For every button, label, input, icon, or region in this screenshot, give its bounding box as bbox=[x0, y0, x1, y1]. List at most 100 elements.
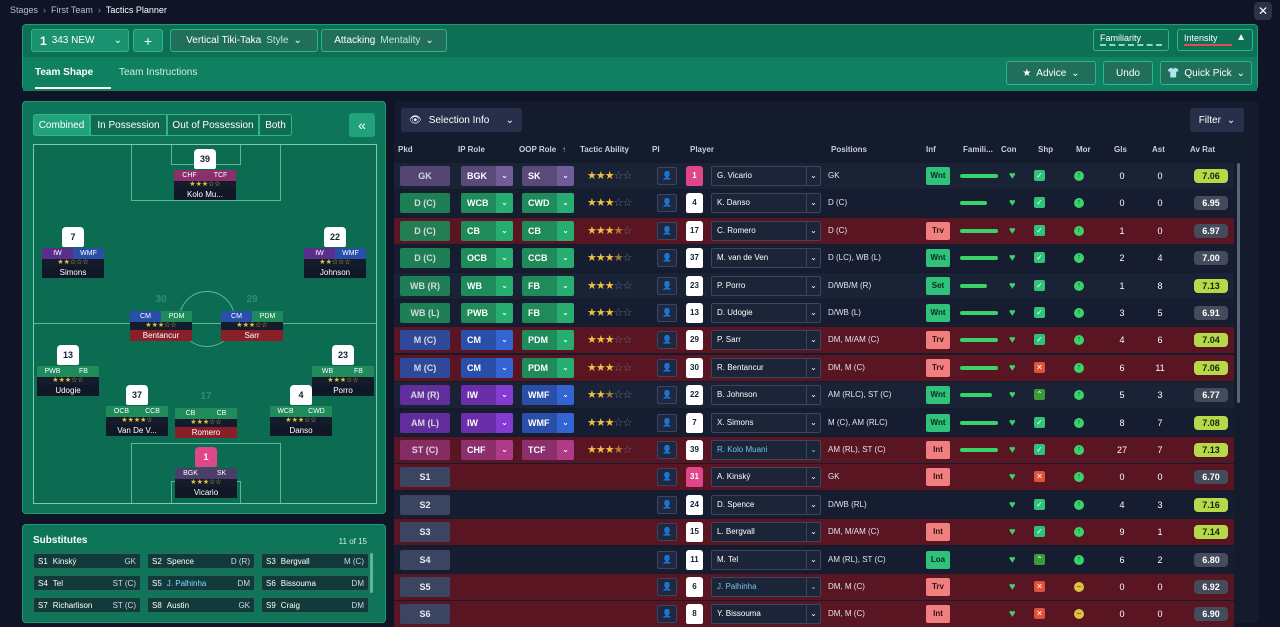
table-row[interactable]: D (C) CB ⌄ CB ⌄ ★★★★☆ 👤 17 C. Romero ⌄ D (C) Trv ♥ ✓ ↑… bbox=[394, 217, 1234, 244]
table-row[interactable]: WB (R) WB ⌄ FB ⌄ ★★★☆☆ 👤 23 P. Porro ⌄ D/WB/M (R) S… bbox=[394, 272, 1234, 299]
pkd-slot[interactable]: GK bbox=[400, 166, 450, 186]
breadcrumb-first-team[interactable]: First Team bbox=[51, 5, 93, 15]
quick-pick-button[interactable]: 👕 Quick Pick ⌄ bbox=[1160, 61, 1252, 85]
player-select[interactable]: X. Simons ⌄ bbox=[711, 412, 821, 433]
chevron-down-icon[interactable]: ⌄ bbox=[557, 303, 574, 323]
player-select[interactable]: P. Sarr ⌄ bbox=[711, 330, 821, 351]
pitch-player-card[interactable]: 30 CM PDM ★★★☆☆ Bentancur bbox=[130, 290, 192, 341]
player-select[interactable]: R. Bentancur ⌄ bbox=[711, 357, 821, 378]
player-instructions-icon[interactable]: 👤 bbox=[657, 605, 677, 624]
formation-dropdown[interactable]: 1 343 NEW ⌄ bbox=[31, 29, 129, 52]
pkd-slot[interactable]: AM (R) bbox=[400, 385, 450, 406]
table-row[interactable]: S5 👤 6 J. Palhinha ⌄ DM, M (C) Trv ♥ ✕ – 0 0 6.92 bbox=[394, 574, 1234, 600]
col-av-rat[interactable]: Av Rat bbox=[1190, 145, 1216, 154]
pkd-slot[interactable]: D (C) bbox=[400, 220, 450, 241]
col-ast[interactable]: Ast bbox=[1152, 145, 1165, 154]
chevron-down-icon[interactable]: ⌄ bbox=[496, 330, 513, 351]
filter-button[interactable]: Filter ⌄ bbox=[1190, 108, 1244, 132]
player-select[interactable]: K. Danso ⌄ bbox=[711, 193, 821, 214]
pkd-slot[interactable]: S5 bbox=[400, 577, 450, 597]
chevron-down-icon[interactable]: ⌄ bbox=[557, 166, 574, 186]
pkd-slot[interactable]: S3 bbox=[400, 522, 450, 543]
chevron-down-icon[interactable]: ⌄ bbox=[496, 440, 513, 460]
pkd-slot[interactable]: S2 bbox=[400, 494, 450, 515]
pitch-player-card[interactable]: 22 IW WMF ★★☆☆☆ Johnson bbox=[304, 227, 366, 278]
col-con[interactable]: Con bbox=[1001, 145, 1017, 154]
player-instructions-icon[interactable]: 👤 bbox=[657, 550, 677, 569]
oop-role-select[interactable]: TCF bbox=[522, 440, 558, 460]
tab-team-instructions[interactable]: Team Instructions bbox=[119, 67, 198, 78]
ip-role-select[interactable]: IW bbox=[461, 385, 497, 406]
chevron-down-icon[interactable]: ⌄ bbox=[496, 166, 513, 186]
table-row[interactable]: D (C) OCB ⌄ CCB ⌄ ★★★★☆ 👤 37 M. van de Ven ⌄ D (LC… bbox=[394, 245, 1234, 272]
table-row[interactable]: AM (R) IW ⌄ WMF ⌄ ★★★☆☆ 👤 22 B. Johnson ⌄ AM (RLC)… bbox=[394, 382, 1234, 409]
pitch-player-card[interactable]: 29 CM PDM ★★★☆☆ Sarr bbox=[221, 290, 283, 341]
advice-button[interactable]: ★ Advice ⌄ bbox=[1006, 61, 1096, 85]
player-instructions-icon[interactable]: 👤 bbox=[657, 249, 677, 268]
player-select[interactable]: L. Bergvall ⌄ bbox=[711, 522, 821, 543]
sub-slot[interactable]: S8 Austin GK bbox=[147, 597, 255, 613]
chevron-down-icon[interactable]: ⌄ bbox=[557, 412, 574, 433]
table-row[interactable]: AM (L) IW ⌄ WMF ⌄ ★★★☆☆ 👤 7 X. Simons ⌄ M (C), AM … bbox=[394, 409, 1234, 436]
oop-role-select[interactable]: CB bbox=[522, 220, 558, 241]
chevron-down-icon[interactable]: ⌄ bbox=[496, 357, 513, 378]
player-instructions-icon[interactable]: 👤 bbox=[657, 276, 677, 295]
breadcrumb-stages[interactable]: Stages bbox=[10, 5, 39, 15]
table-row[interactable]: WB (L) PWB ⌄ FB ⌄ ★★★☆☆ 👤 13 D. Udogie ⌄ D/WB (L) W… bbox=[394, 300, 1234, 326]
pkd-slot[interactable]: AM (L) bbox=[400, 412, 450, 433]
oop-role-select[interactable]: SK bbox=[522, 166, 558, 186]
intensity-meter[interactable]: Intensity ▲ bbox=[1177, 29, 1253, 51]
sub-slot[interactable]: S9 Craig DM bbox=[261, 597, 369, 613]
player-instructions-icon[interactable]: 👤 bbox=[657, 468, 677, 487]
oop-role-select[interactable]: WMF bbox=[522, 385, 558, 406]
col-familiarity[interactable]: Famili... bbox=[963, 145, 993, 154]
col-shp[interactable]: Shp bbox=[1038, 145, 1054, 154]
oop-role-select[interactable]: PDM bbox=[522, 330, 558, 351]
close-button[interactable]: ✕ bbox=[1254, 2, 1272, 20]
oop-role-select[interactable]: PDM bbox=[522, 357, 558, 378]
pitch-player-card[interactable]: 23 WB FB ★★★☆☆ Porro bbox=[312, 345, 374, 396]
ip-role-select[interactable]: OCB bbox=[461, 248, 497, 269]
ip-role-select[interactable]: CM bbox=[461, 330, 497, 351]
pitch-player-card[interactable]: 7 IW WMF ★★☆☆☆ Simons bbox=[42, 227, 104, 278]
player-instructions-icon[interactable]: 👤 bbox=[657, 167, 677, 185]
chevron-down-icon[interactable]: ⌄ bbox=[496, 248, 513, 269]
player-select[interactable]: B. Johnson ⌄ bbox=[711, 385, 821, 406]
ip-role-select[interactable]: WB bbox=[461, 275, 497, 296]
tab-team-shape[interactable]: Team Shape bbox=[35, 67, 94, 78]
pitch-player-card[interactable]: 13 PWB FB ★★★☆☆ Udogie bbox=[37, 345, 99, 396]
player-instructions-icon[interactable]: 👤 bbox=[657, 495, 677, 514]
table-row[interactable]: S4 👤 11 M. Tel ⌄ AM (RL), ST (C) Loa ♥ ⌃ ↑ 6 2 6.80 bbox=[394, 546, 1234, 573]
col-mor[interactable]: Mor bbox=[1076, 145, 1091, 154]
pkd-slot[interactable]: M (C) bbox=[400, 330, 450, 351]
table-row[interactable]: S1 👤 31 A. Kinský ⌄ GK Int ♥ ✕ ↑ 0 0 6.70 bbox=[394, 464, 1234, 491]
add-tactic-button[interactable]: + bbox=[133, 29, 163, 52]
player-instructions-icon[interactable]: 👤 bbox=[657, 194, 677, 213]
sub-slot[interactable]: S7 Richarlison ST (C) bbox=[33, 597, 141, 613]
ip-role-select[interactable]: CM bbox=[461, 357, 497, 378]
col-gls[interactable]: Gls bbox=[1114, 145, 1127, 154]
player-instructions-icon[interactable]: 👤 bbox=[657, 523, 677, 542]
segment-both[interactable]: Both bbox=[259, 114, 292, 136]
table-row[interactable]: D (C) WCB ⌄ CWD ⌄ ★★★☆☆ 👤 4 K. Danso ⌄ D (C) ♥ ✓ ↑ 0 0 6… bbox=[394, 190, 1234, 217]
chevron-down-icon[interactable]: ⌄ bbox=[557, 248, 574, 269]
chevron-down-icon[interactable]: ⌄ bbox=[496, 193, 513, 214]
chevron-down-icon[interactable]: ⌄ bbox=[496, 412, 513, 433]
player-instructions-icon[interactable]: 👤 bbox=[657, 358, 677, 377]
ip-role-select[interactable]: PWB bbox=[461, 303, 497, 323]
chevron-down-icon[interactable]: ⌄ bbox=[496, 220, 513, 241]
player-instructions-icon[interactable]: 👤 bbox=[657, 413, 677, 432]
sub-slot[interactable]: S6 Bissouma DM bbox=[261, 575, 369, 591]
pkd-slot[interactable]: WB (L) bbox=[400, 303, 450, 323]
ip-role-select[interactable]: WCB bbox=[461, 193, 497, 214]
sub-slot[interactable]: S5 J. Palhinha DM bbox=[147, 575, 255, 591]
selection-info-dropdown[interactable]: 👁 Selection Info ⌄ bbox=[401, 108, 522, 132]
table-row[interactable]: GK BGK ⌄ SK ⌄ ★★★☆☆ 👤 1 G. Vicario ⌄ GK Wnt ♥ ✓ ↑ 0 0 7.0… bbox=[394, 163, 1234, 189]
player-select[interactable]: M. Tel ⌄ bbox=[711, 549, 821, 570]
player-select[interactable]: Y. Bissouma ⌄ bbox=[711, 604, 821, 625]
pkd-slot[interactable]: S6 bbox=[400, 604, 450, 625]
player-select[interactable]: M. van de Ven ⌄ bbox=[711, 248, 821, 269]
ip-role-select[interactable]: CB bbox=[461, 220, 497, 241]
col-inf[interactable]: Inf bbox=[926, 145, 936, 154]
ip-role-select[interactable]: BGK bbox=[461, 166, 497, 186]
